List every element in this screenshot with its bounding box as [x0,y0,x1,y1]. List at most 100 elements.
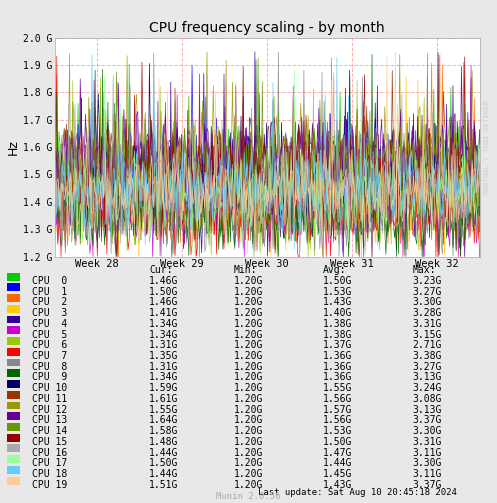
Text: 1.50G: 1.50G [149,458,178,468]
Text: 1.57G: 1.57G [323,405,352,414]
Text: CPU  0: CPU 0 [32,276,68,286]
Text: 1.43G: 1.43G [323,480,352,490]
Text: 1.20G: 1.20G [234,448,263,458]
Text: Min:: Min: [234,265,257,275]
Text: 1.20G: 1.20G [234,308,263,318]
Text: CPU 19: CPU 19 [32,480,68,490]
Text: 3.23G: 3.23G [413,276,442,286]
Text: 1.20G: 1.20G [234,480,263,490]
Text: 3.38G: 3.38G [413,351,442,361]
Text: 1.31G: 1.31G [149,341,178,350]
Text: 1.50G: 1.50G [149,287,178,297]
Text: 1.59G: 1.59G [149,383,178,393]
Text: 1.47G: 1.47G [323,448,352,458]
Text: 1.20G: 1.20G [234,329,263,340]
Text: CPU 13: CPU 13 [32,415,68,426]
Text: Cur:: Cur: [149,265,172,275]
Bar [7,412,20,420]
Text: 1.20G: 1.20G [234,383,263,393]
Bar [7,326,20,334]
Bar [7,401,20,409]
Bar [7,434,20,442]
Text: CPU  5: CPU 5 [32,329,68,340]
Text: 1.46G: 1.46G [149,297,178,307]
Bar [7,391,20,399]
Text: CPU  2: CPU 2 [32,297,68,307]
Y-axis label: Hz: Hz [7,139,20,155]
Bar [7,284,20,291]
Bar [7,273,20,281]
Text: 3.13G: 3.13G [413,405,442,414]
Text: 1.41G: 1.41G [149,308,178,318]
Text: 1.55G: 1.55G [323,383,352,393]
Bar [7,380,20,388]
Text: 1.20G: 1.20G [234,341,263,350]
Text: 3.31G: 3.31G [413,319,442,329]
Text: 1.20G: 1.20G [234,276,263,286]
Text: 1.50G: 1.50G [323,437,352,447]
Bar [7,423,20,431]
Text: 3.15G: 3.15G [413,329,442,340]
Text: 1.46G: 1.46G [149,276,178,286]
Text: 1.20G: 1.20G [234,458,263,468]
Text: CPU  9: CPU 9 [32,373,68,382]
Text: 1.20G: 1.20G [234,426,263,436]
Bar [7,305,20,313]
Text: 3.13G: 3.13G [413,373,442,382]
Bar [7,369,20,377]
Text: CPU 15: CPU 15 [32,437,68,447]
Text: 1.20G: 1.20G [234,437,263,447]
Bar [7,294,20,302]
Text: 1.20G: 1.20G [234,362,263,372]
Text: 3.30G: 3.30G [413,426,442,436]
Bar [7,466,20,474]
Text: 3.27G: 3.27G [413,362,442,372]
Text: 3.37G: 3.37G [413,415,442,426]
Text: 1.56G: 1.56G [323,415,352,426]
Text: CPU 12: CPU 12 [32,405,68,414]
Bar [7,445,20,452]
Text: 3.27G: 3.27G [413,287,442,297]
Text: 1.20G: 1.20G [234,297,263,307]
Text: 1.38G: 1.38G [323,329,352,340]
Bar [7,348,20,356]
Text: 1.50G: 1.50G [323,276,352,286]
Text: 1.36G: 1.36G [323,373,352,382]
Text: CPU  4: CPU 4 [32,319,68,329]
Bar [7,477,20,484]
Text: 1.48G: 1.48G [149,437,178,447]
Text: 1.58G: 1.58G [149,426,178,436]
Text: 3.08G: 3.08G [413,394,442,404]
Text: 3.30G: 3.30G [413,458,442,468]
Text: 1.40G: 1.40G [323,308,352,318]
Text: 1.35G: 1.35G [149,351,178,361]
Title: CPU frequency scaling - by month: CPU frequency scaling - by month [149,21,385,35]
Text: 1.31G: 1.31G [149,362,178,372]
Text: CPU 14: CPU 14 [32,426,68,436]
Text: CPU 17: CPU 17 [32,458,68,468]
Text: 1.53G: 1.53G [323,426,352,436]
Bar [7,316,20,323]
Text: CPU  3: CPU 3 [32,308,68,318]
Text: 1.36G: 1.36G [323,362,352,372]
Text: 3.37G: 3.37G [413,480,442,490]
Text: 1.56G: 1.56G [323,394,352,404]
Text: Max:: Max: [413,265,436,275]
Text: RRDTOOL / TOBI OETIKER: RRDTOOL / TOBI OETIKER [484,101,490,194]
Text: Munin 2.0.56: Munin 2.0.56 [216,491,281,500]
Text: 1.20G: 1.20G [234,351,263,361]
Text: 3.11G: 3.11G [413,469,442,479]
Text: 1.38G: 1.38G [323,319,352,329]
Text: 1.20G: 1.20G [234,469,263,479]
Bar [7,359,20,366]
Text: CPU  8: CPU 8 [32,362,68,372]
Text: 1.44G: 1.44G [149,448,178,458]
Text: CPU  6: CPU 6 [32,341,68,350]
Text: CPU 18: CPU 18 [32,469,68,479]
Text: 1.61G: 1.61G [149,394,178,404]
Text: 1.43G: 1.43G [323,297,352,307]
Text: 1.34G: 1.34G [149,319,178,329]
Text: 1.34G: 1.34G [149,329,178,340]
Text: 3.30G: 3.30G [413,297,442,307]
Text: 1.34G: 1.34G [149,373,178,382]
